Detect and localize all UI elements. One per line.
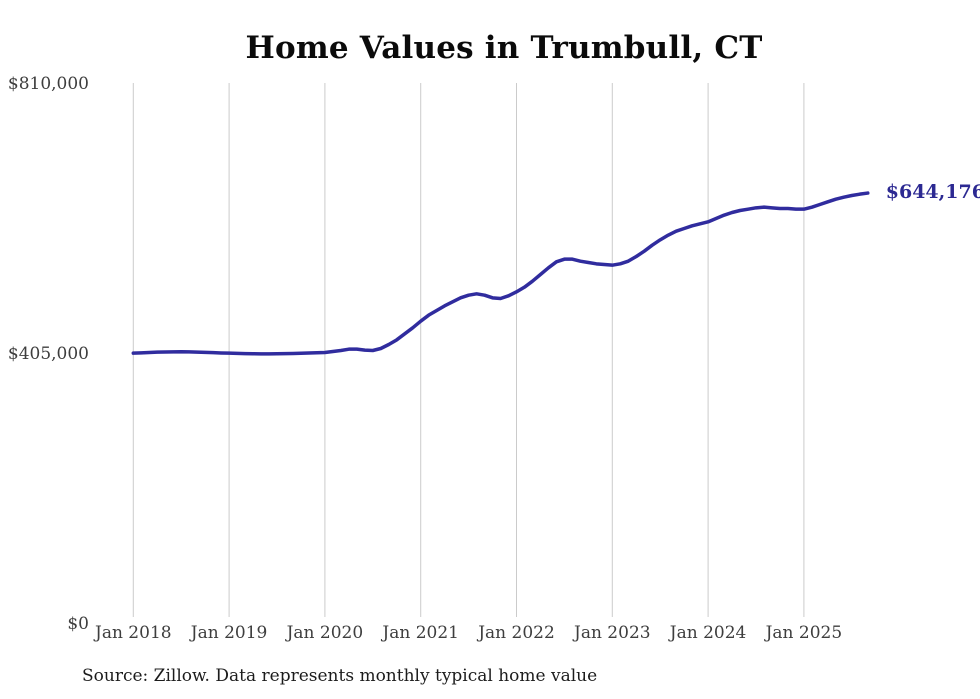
y-tick-label: $810,000: [7, 73, 89, 94]
gridlines: [132, 83, 805, 617]
series-line-home-values: [131, 191, 870, 356]
y-tick-label: $0: [67, 613, 89, 634]
x-tick-label: Jan 2019: [190, 623, 268, 643]
x-tick-label: Jan 2022: [478, 623, 555, 643]
x-tick-label: Jan 2023: [574, 623, 651, 643]
latest-value-label: $644,176: [885, 181, 980, 204]
x-tick-label: Jan 2020: [286, 623, 364, 643]
x-tick-label: Jan 2018: [95, 623, 172, 643]
x-tick-label: Jan 2024: [669, 623, 747, 643]
y-tick-label: $405,000: [7, 343, 89, 364]
chart-title: Home Values in Trumbull, CT: [245, 30, 763, 66]
x-tick-label: Jan 2025: [765, 623, 843, 643]
x-tick-label: Jan 2021: [382, 623, 459, 643]
source-note: Source: Zillow. Data represents monthly …: [82, 666, 598, 686]
